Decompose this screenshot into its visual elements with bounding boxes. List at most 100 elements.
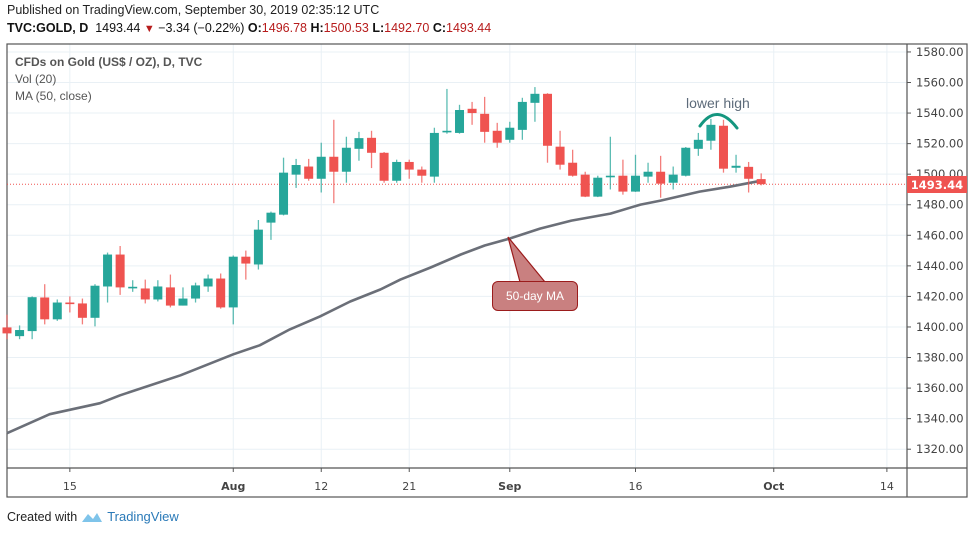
candle-up — [643, 171, 653, 177]
candle-down — [379, 152, 389, 181]
candle-up — [706, 124, 716, 141]
symbol: TVC:GOLD, D — [7, 21, 89, 35]
candle-down — [77, 303, 87, 318]
candle-down — [65, 302, 75, 305]
y-tick-label: 1320.00 — [916, 442, 964, 456]
candle-down — [568, 162, 578, 176]
candle-up — [354, 138, 364, 149]
candle-down — [756, 179, 766, 185]
candle-up — [103, 254, 113, 287]
ma-callout-pointer — [507, 236, 547, 283]
candle-up — [291, 165, 301, 175]
candle-up — [191, 285, 201, 299]
y-tick-label: 1520.00 — [916, 137, 964, 151]
legend-title: CFDs on Gold (US$ / OZ), D, TVC — [15, 55, 203, 69]
y-tick-label: 1480.00 — [916, 198, 964, 212]
lower-high-annotation: lower high — [686, 95, 750, 111]
candle-up — [178, 298, 188, 306]
y-tick-label: 1340.00 — [916, 412, 964, 426]
chart-legend: CFDs on Gold (US$ / OZ), D, TVC Vol (20)… — [15, 54, 202, 105]
candle-down — [543, 93, 553, 146]
x-tick-label: 21 — [402, 480, 416, 493]
candle-up — [128, 286, 138, 289]
candle-down — [744, 166, 754, 179]
candle-up — [316, 156, 326, 179]
candle-up — [52, 302, 62, 320]
candle-up — [228, 256, 238, 308]
candle-up — [593, 177, 603, 197]
ma-callout: 50-day MA — [492, 281, 578, 311]
candle-up — [203, 278, 213, 287]
candle-up — [693, 139, 703, 149]
candle-up — [731, 165, 741, 168]
x-tick-label: 14 — [880, 480, 894, 493]
candle-down — [467, 108, 477, 114]
x-tick-label: 15 — [63, 480, 77, 493]
chart-frame — [6, 43, 968, 498]
candle-up — [605, 175, 615, 178]
y-tick-label: 1560.00 — [916, 76, 964, 90]
open-value: 1496.78 — [261, 21, 307, 35]
candle-up — [279, 172, 289, 215]
candle-down — [241, 256, 251, 264]
legend-ma: MA (50, close) — [15, 89, 92, 103]
candle-down — [304, 166, 314, 179]
candle-up — [630, 175, 640, 192]
legend-volume: Vol (20) — [15, 72, 57, 86]
candle-down — [2, 327, 12, 334]
footer: Created with TradingView — [7, 509, 179, 524]
down-triangle-icon: ▼ — [143, 23, 155, 35]
published-line: Published on TradingView.com, September … — [7, 3, 380, 17]
candle-down — [165, 287, 175, 306]
candle-down — [618, 175, 628, 192]
candle-up — [15, 330, 25, 337]
symbol-ohlc-line: TVC:GOLD, D 1493.44 ▼ −3.34 (−0.22%) O:1… — [7, 21, 491, 35]
tradingview-link[interactable]: TradingView — [107, 509, 179, 524]
y-tick-label: 1400.00 — [916, 320, 964, 334]
candle-up — [442, 130, 452, 133]
low-label: L: — [372, 21, 385, 35]
candle-up — [153, 286, 163, 300]
y-tick-label: 1440.00 — [916, 259, 964, 273]
x-tick-label: Oct — [763, 480, 784, 493]
high-label: H: — [310, 21, 324, 35]
open-label: O: — [247, 21, 262, 35]
low-value: 1492.70 — [384, 21, 430, 35]
candle-down — [216, 278, 226, 308]
candle-down — [417, 169, 427, 176]
y-tick-label: 1460.00 — [916, 228, 964, 242]
last-price: 1493.44 — [95, 21, 141, 35]
candle-down — [656, 171, 666, 184]
y-tick-label: 1380.00 — [916, 351, 964, 365]
candle-up — [505, 127, 515, 140]
x-tick-label: Aug — [221, 480, 245, 493]
close-label: C: — [432, 21, 447, 35]
high-value: 1500.53 — [323, 21, 369, 35]
last-price-label: 1493.44 — [907, 176, 967, 193]
close-value: 1493.44 — [446, 21, 492, 35]
lower-high-arc — [698, 113, 739, 130]
y-tick-label: 1420.00 — [916, 289, 964, 303]
candle-down — [480, 113, 490, 132]
candle-up — [681, 147, 691, 176]
candle-up — [517, 101, 527, 130]
candle-down — [718, 125, 728, 169]
x-tick-label: Sep — [498, 480, 521, 493]
candle-up — [253, 229, 263, 265]
candle-up — [455, 110, 465, 133]
created-with-text: Created with — [7, 509, 78, 524]
candle-up — [392, 161, 402, 181]
candle-down — [115, 254, 125, 288]
candle-down — [329, 156, 339, 172]
candle-down — [367, 137, 377, 153]
y-tick-label: 1580.00 — [916, 45, 964, 59]
candle-down — [555, 146, 565, 165]
price-change: −3.34 (−0.22%) — [158, 21, 245, 35]
y-tick-label: 1360.00 — [916, 381, 964, 395]
candle-down — [580, 174, 590, 197]
tradingview-logo-icon — [82, 512, 103, 522]
candle-down — [404, 161, 414, 170]
candle-up — [27, 297, 37, 332]
ma50-line — [6, 179, 762, 435]
